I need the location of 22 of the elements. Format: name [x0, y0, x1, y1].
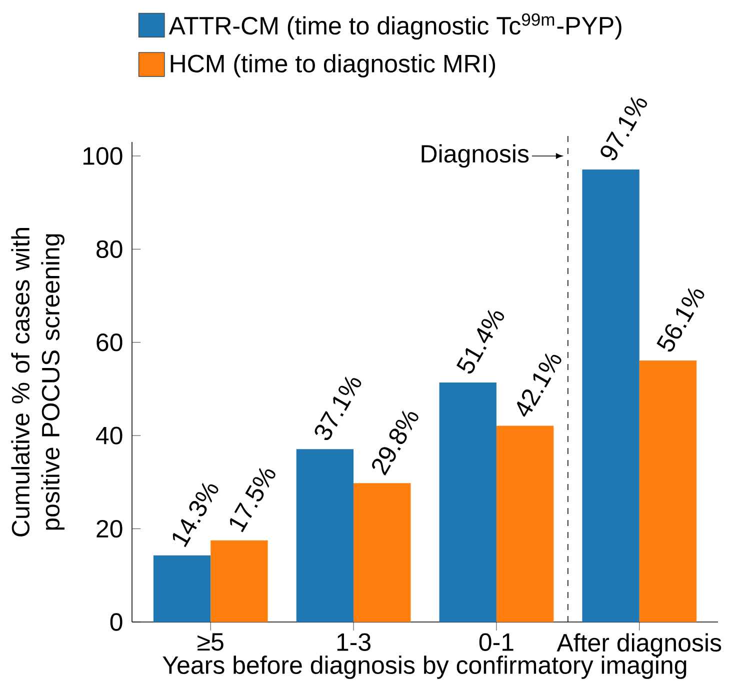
y-tick-label: 0 [110, 613, 122, 631]
legend-label: ATTR-CM (time to diagnostic Tc$^{99m}$-PYP) [168, 13, 622, 40]
x-axis-title: Years before diagnosis by confirmatory imaging [162, 656, 686, 679]
bar [496, 426, 554, 622]
y-axis-title: Cumulative % of cases with positive POCUS screening [11, 228, 64, 536]
x-tick-label: 1-3 [337, 633, 370, 651]
x-tick-label: After diagnosis [556, 633, 722, 657]
bar [582, 169, 640, 622]
y-tick-label: 80 [96, 240, 122, 258]
bar [354, 483, 411, 622]
y-tick-label: 100 [83, 147, 122, 165]
y-tick-label: 60 [96, 334, 122, 352]
y-tick-label: 40 [96, 426, 122, 444]
x-tick-label: ≥5 [198, 633, 224, 651]
legend-label: HCM (time to diagnostic MRI) [170, 54, 496, 78]
bar [439, 382, 496, 622]
bar [296, 449, 354, 622]
y-tick-label: 20 [96, 520, 122, 538]
bar [153, 555, 211, 622]
annotation: Diagnosis [422, 144, 529, 168]
bar [639, 360, 697, 622]
x-tick-label: 0-1 [479, 633, 514, 651]
